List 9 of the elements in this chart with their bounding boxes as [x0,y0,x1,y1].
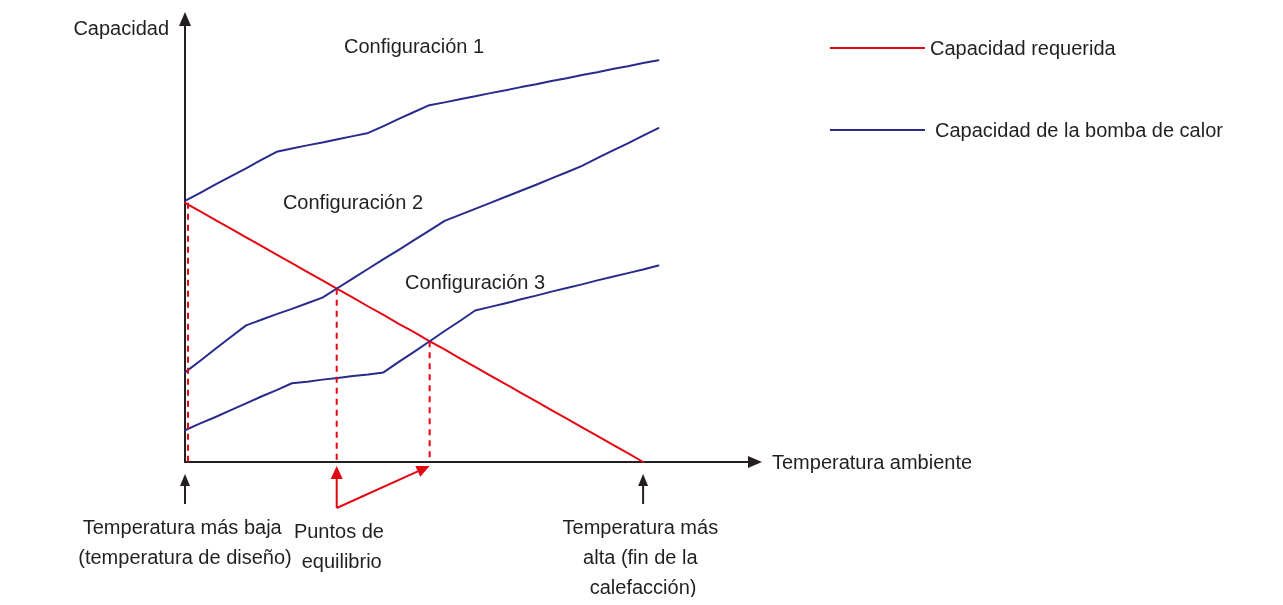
x-axis-title: Temperatura ambiente [772,451,973,473]
series-label: Configuración 3 [405,271,546,294]
text: Capacidad de la bomba de calor [935,119,1224,141]
series-label: Configuración 2 [282,191,424,214]
series-label: Configuración 1 [344,35,485,58]
text: Puntos de equilibrio [293,520,390,572]
text: Temperatura más baja (temperatura de diseño) [78,516,292,568]
y-axis-title: Capacidad [73,17,169,39]
legend-label: Capacidad requerida [930,37,1117,59]
